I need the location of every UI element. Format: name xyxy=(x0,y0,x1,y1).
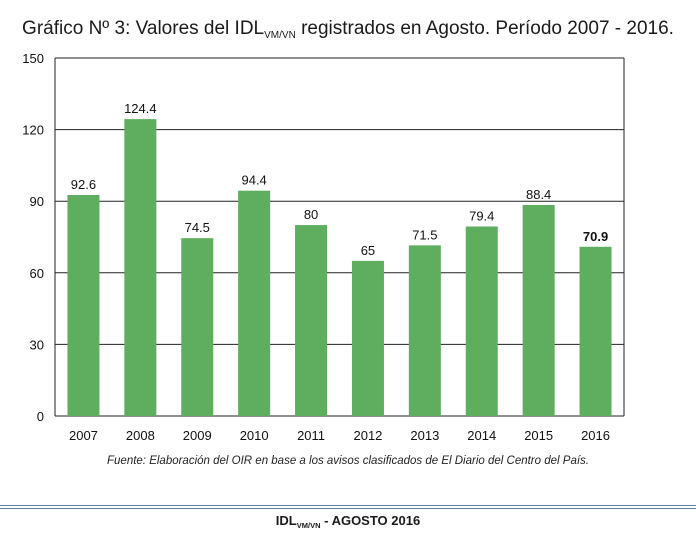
x-tick-label: 2008 xyxy=(126,428,155,443)
footer-subscript: VM/VN xyxy=(296,521,321,530)
bar xyxy=(238,190,271,416)
footer-rule-top xyxy=(0,505,696,506)
data-label: 74.5 xyxy=(185,220,210,235)
footer-text: IDLVM/VN - AGOSTO 2016 xyxy=(0,513,696,530)
x-tick-label: 2010 xyxy=(240,428,269,443)
x-tick-label: 2011 xyxy=(297,428,325,443)
data-label: 124.4 xyxy=(124,101,157,116)
chart-title-subscript: VM/VN xyxy=(264,30,296,41)
bar-chart: 0 30 60 90 120 150 92.6 2007 124.4 2008 74.5 2009 94… xyxy=(22,51,625,443)
bar xyxy=(181,238,214,416)
bar xyxy=(579,246,612,416)
footer-suffix: - AGOSTO 2016 xyxy=(320,513,421,528)
x-tick-label: 2009 xyxy=(183,428,212,443)
x-tick-label: 2012 xyxy=(353,428,382,443)
bar xyxy=(67,194,100,416)
footer-rule-bottom xyxy=(0,508,696,509)
bar xyxy=(522,205,555,416)
bar xyxy=(465,226,498,416)
x-tick-label: 2015 xyxy=(524,428,553,443)
chart-title-suffix: registrados en Agosto. Período 2007 - 20… xyxy=(295,18,674,39)
y-tick-label: 0 xyxy=(37,409,44,424)
x-tick-label: 2014 xyxy=(467,428,496,443)
chart-title: Gráfico Nº 3: Valores del IDLVM/VN regis… xyxy=(0,18,696,41)
chart-title-prefix: Gráfico Nº 3: Valores del IDL xyxy=(22,18,265,39)
bar xyxy=(124,119,157,416)
data-label: 70.9 xyxy=(583,229,608,244)
data-label: 92.6 xyxy=(71,177,96,192)
bar xyxy=(408,245,441,416)
y-tick-label: 60 xyxy=(30,266,44,281)
data-label: 94.4 xyxy=(241,173,266,188)
bar xyxy=(295,225,328,416)
x-tick-label: 2016 xyxy=(581,428,610,443)
y-tick-label: 30 xyxy=(30,337,44,352)
x-tick-label: 2007 xyxy=(69,428,98,443)
data-label: 88.4 xyxy=(526,187,551,202)
source-note: Fuente: Elaboración del OIR en base a lo… xyxy=(107,455,589,467)
data-label: 71.5 xyxy=(412,227,437,242)
y-tick-label: 150 xyxy=(22,51,44,66)
data-label: 79.4 xyxy=(469,208,494,223)
bar xyxy=(351,260,384,416)
y-tick-label: 90 xyxy=(30,194,44,209)
data-label: 65 xyxy=(361,243,375,258)
data-label: 80 xyxy=(304,207,318,222)
x-tick-label: 2013 xyxy=(410,428,439,443)
footer-prefix: IDL xyxy=(275,513,297,528)
y-tick-label: 120 xyxy=(22,123,44,138)
